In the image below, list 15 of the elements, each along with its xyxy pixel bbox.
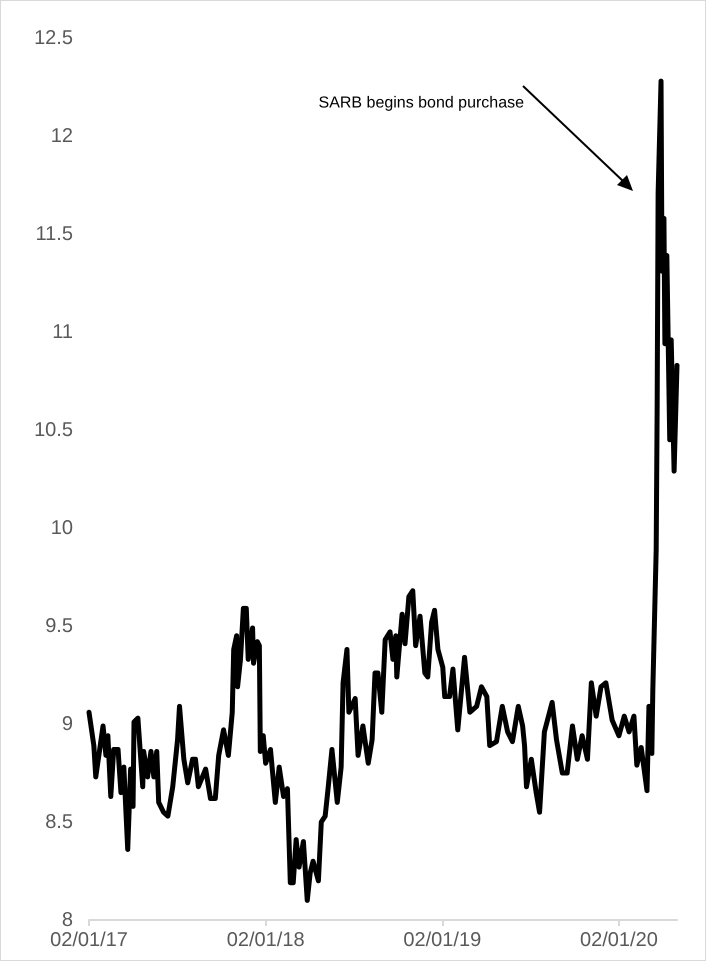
y-tick-label: 9 [62,713,73,735]
annotation: SARB begins bond purchase [318,94,524,112]
x-tick-label: 02/01/20 [580,929,658,951]
x-tick-label: 02/01/19 [403,929,482,951]
x-tick-label: 02/01/17 [50,929,128,951]
x-tick-label: 02/01/18 [226,929,305,951]
y-tick-label: 12.5 [34,27,73,49]
y-tick-label: 10 [50,517,73,539]
y-tick-label: 11 [52,321,73,343]
y-tick-label: 10.5 [34,419,73,441]
y-tick-label: 9.5 [45,615,73,637]
y-tick-label: 8.5 [45,811,73,833]
y-tick-label: 11.5 [36,223,73,245]
y-tick-label: 8 [62,909,73,931]
y-tick-label: 12 [50,125,73,147]
